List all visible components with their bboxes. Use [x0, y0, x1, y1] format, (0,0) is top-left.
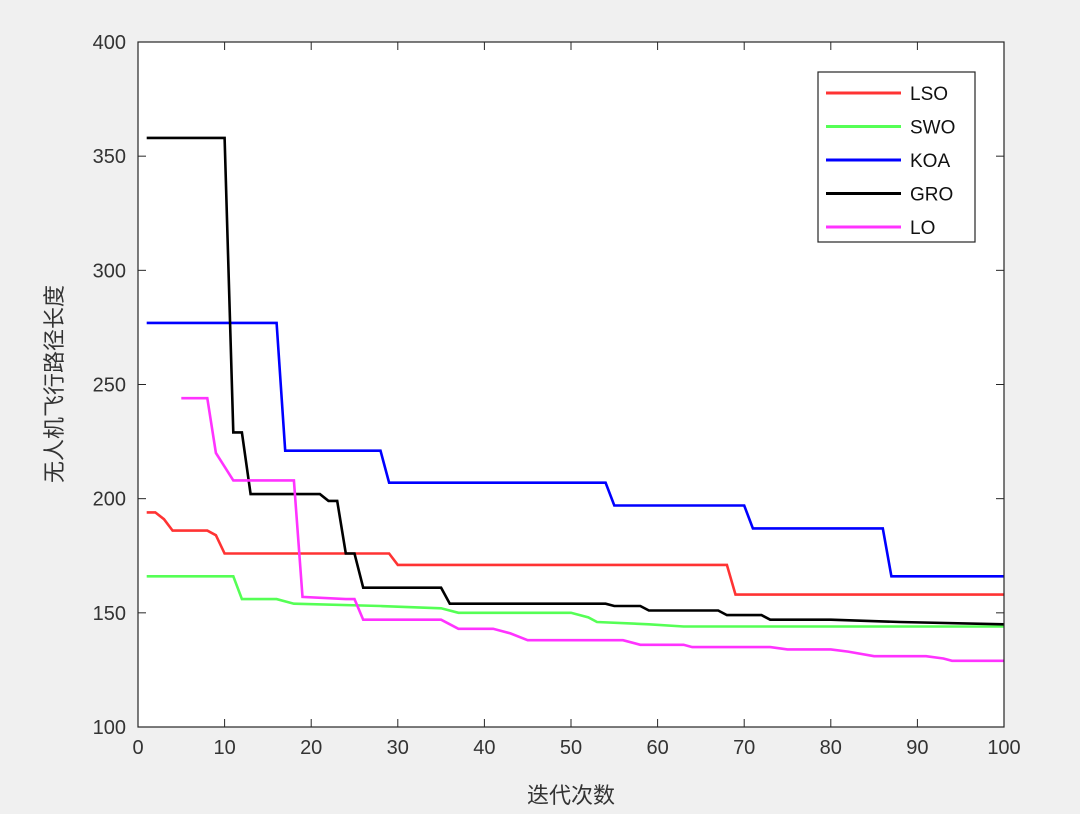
series-layer	[146, 136, 1005, 663]
x-tick-label: 50	[560, 737, 582, 759]
x-tick-label: 100	[987, 737, 1020, 759]
legend-label-swo: SWO	[910, 118, 955, 139]
legend-box	[817, 71, 976, 243]
x-tick-label: 60	[646, 737, 668, 759]
y-tick-label: 200	[93, 489, 126, 511]
legend-label-lo: LO	[910, 218, 935, 239]
x-tick-label: 40	[473, 737, 495, 759]
x-tick-label: 30	[387, 737, 409, 759]
series-line-gro	[146, 136, 1005, 626]
y-tick-label: 300	[93, 260, 126, 282]
series-line-lo	[181, 396, 1004, 663]
y-tick-label: 250	[93, 375, 126, 397]
series-line-koa	[146, 321, 1004, 578]
x-tick-label: 70	[733, 737, 755, 759]
x-tick-label: 0	[132, 737, 143, 759]
x-tick-label: 80	[820, 737, 842, 759]
legend-label-lso: LSO	[910, 84, 948, 105]
series-line-lso	[146, 511, 1004, 596]
y-tick-label: 150	[93, 603, 126, 625]
x-tick-label: 20	[300, 737, 322, 759]
series-line-swo	[146, 574, 1004, 628]
x-axis-label: 迭代次数	[527, 784, 615, 809]
y-axis-label: 无人机飞行路径长度	[43, 285, 68, 483]
x-tick-label: 90	[906, 737, 928, 759]
axes-layer: 0 10 20 30 40 50 60 70 80 90 100 100 150 200 250 300 350…	[93, 32, 1021, 759]
y-tick-label: 350	[93, 146, 126, 168]
legend-label-gro: GRO	[910, 185, 953, 206]
x-tick-label: 10	[213, 737, 235, 759]
legend-label-koa: KOA	[910, 151, 950, 172]
legend: LSO SWO KOA GRO LO	[817, 71, 976, 243]
y-tick-label: 100	[93, 717, 126, 739]
y-tick-label: 400	[93, 32, 126, 54]
